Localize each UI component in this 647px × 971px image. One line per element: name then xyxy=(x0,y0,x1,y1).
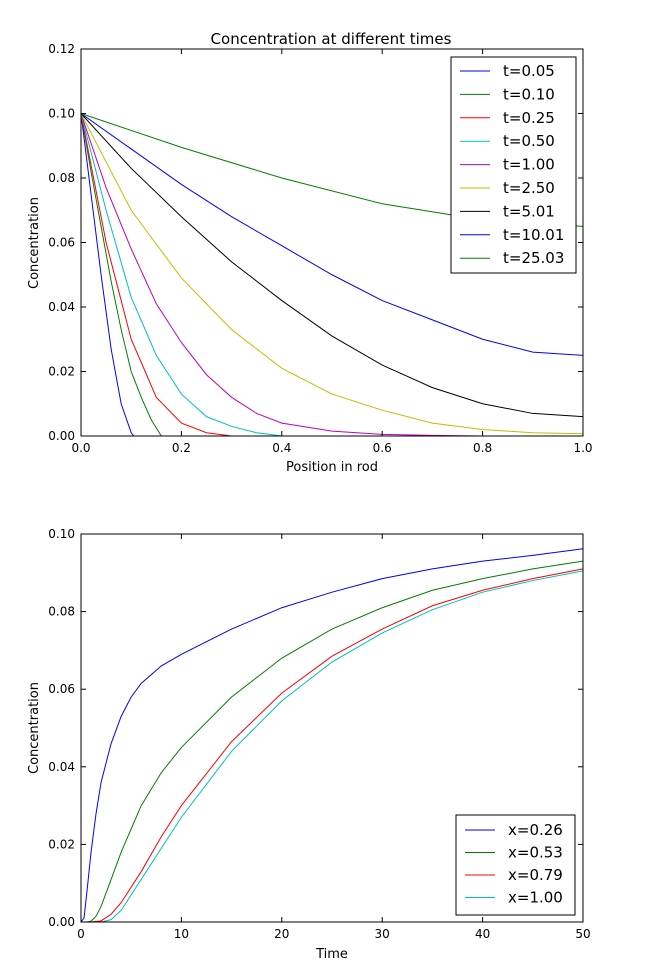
legend: t=0.05 t=0.10 t=0.25 t=0.50 t=1.00 t=2.50 t=5.… xyxy=(450,56,577,274)
x-tick-label: 0.6 xyxy=(373,441,392,455)
legend: x=0.26 x=0.53 x=0.79 x=1.00 xyxy=(455,814,576,916)
legend-label-0: x=0.26 xyxy=(508,821,563,839)
y-tick-label: 0.08 xyxy=(48,171,75,185)
legend-label-2: t=0.25 xyxy=(503,109,555,127)
plot-frame xyxy=(80,533,584,923)
chart-title: Concentration at different times xyxy=(211,30,452,48)
chart-concentration-vs-position: Concentration at different times 0.0 0.2 0… xyxy=(27,30,593,475)
y-tick-label: 0.04 xyxy=(48,760,75,774)
y-axis-label: Concentration xyxy=(27,682,42,774)
y-tick-label: 0.00 xyxy=(48,915,75,929)
series-line-5 xyxy=(80,113,584,435)
chart-concentration-vs-time: 0 10 20 30 40 50 0.00 0.02 0.04 0.06 0.08 0.10 Time… xyxy=(27,527,591,962)
series-line-1 xyxy=(81,560,584,923)
y-tick-label: 0.02 xyxy=(48,837,75,851)
series-line-7 xyxy=(80,113,584,356)
x-tick-label: 40 xyxy=(475,927,490,941)
y-tick-label: 0.12 xyxy=(48,42,75,56)
series-line-6 xyxy=(80,113,584,418)
series-line-3 xyxy=(81,570,584,923)
series-line-0 xyxy=(80,548,584,923)
legend-label-0: t=0.05 xyxy=(503,62,555,80)
legend-label-5: t=2.50 xyxy=(503,179,555,197)
y-tick-label: 0.06 xyxy=(48,236,75,250)
x-tick-label: 0.0 xyxy=(71,441,90,455)
x-tick-label: 0 xyxy=(77,927,85,941)
x-tick-label: 1.0 xyxy=(573,441,592,455)
legend-label-3: t=0.50 xyxy=(503,132,555,150)
legend-label-1: x=0.53 xyxy=(508,844,563,862)
y-axis-label: Concentration xyxy=(27,197,42,289)
y-tick-label: 0.00 xyxy=(48,429,75,443)
y-tick-label: 0.04 xyxy=(48,300,75,314)
x-tick-label: 10 xyxy=(174,927,189,941)
legend-label-8: t=25.03 xyxy=(503,249,564,267)
legend-box xyxy=(455,814,576,916)
y-tick-label: 0.08 xyxy=(48,605,75,619)
y-tick-label: 0.10 xyxy=(48,527,75,541)
legend-label-2: x=0.79 xyxy=(508,866,563,884)
x-tick-label: 0.2 xyxy=(172,441,191,455)
y-tick-label: 0.02 xyxy=(48,365,75,379)
y-tick-label: 0.06 xyxy=(48,682,75,696)
legend-label-7: t=10.01 xyxy=(503,226,564,244)
x-axis-label: Position in rod xyxy=(286,460,378,475)
x-tick-label: 50 xyxy=(575,927,590,941)
legend-label-4: t=1.00 xyxy=(503,156,555,174)
legend-label-3: x=1.00 xyxy=(508,889,563,907)
x-tick-label: 30 xyxy=(375,927,390,941)
x-tick-label: 0.4 xyxy=(272,441,291,455)
x-axis-label: Time xyxy=(315,947,348,962)
series-line-2 xyxy=(81,568,584,923)
y-tick-label: 0.10 xyxy=(48,107,75,121)
legend-label-6: t=5.01 xyxy=(503,202,555,220)
legend-label-1: t=0.10 xyxy=(503,85,555,103)
x-tick-label: 0.8 xyxy=(473,441,492,455)
series-line-4 xyxy=(80,113,583,437)
x-tick-label: 20 xyxy=(274,927,289,941)
